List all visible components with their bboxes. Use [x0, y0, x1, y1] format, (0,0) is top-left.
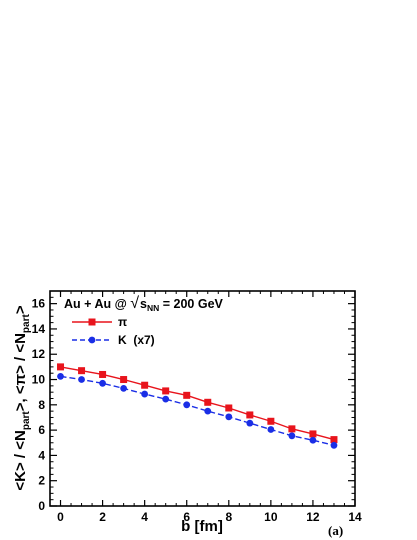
series-0-point [162, 387, 170, 395]
y-tick-label: 6 [38, 423, 45, 437]
y-tick-label: 10 [32, 373, 46, 387]
legend-title: Au + Au @ √sNN = 200 GeV [64, 295, 224, 313]
legend-item-k: K (x7) [72, 333, 155, 347]
series-0-point [57, 363, 65, 371]
ticks: 0 2 4 6 8 10 12 14 0 2 4 6 8 10 12 14 16 [32, 291, 362, 524]
series-1-point [162, 395, 170, 403]
y-tick-label: 4 [38, 448, 45, 462]
panel-label: (a) [328, 523, 343, 538]
series-1-point [78, 376, 85, 383]
y-axis-title: <K> / <Npart>, <π> / <Npart> [12, 305, 32, 490]
plot-frame [49, 290, 356, 507]
x-axis-title: b [fm] [181, 518, 223, 535]
series-line-0 [60, 366, 335, 441]
x-tick-label: 4 [141, 510, 148, 524]
y-tick-label: 2 [38, 474, 45, 488]
y-tick-label: 12 [32, 347, 46, 361]
legend-item-pi: π [72, 315, 127, 329]
x-tick-label: 10 [264, 510, 278, 524]
y-tick-label: 0 [38, 499, 45, 513]
y-tick-label: 16 [32, 297, 46, 311]
series-line-1 [60, 375, 335, 446]
x-tick-label: 0 [57, 510, 64, 524]
series-1-point [309, 436, 317, 444]
legend-k-label: K (x7) [118, 333, 155, 347]
series-1-point [141, 390, 149, 398]
series-0-point [330, 436, 338, 444]
x-tick-label: 14 [348, 510, 362, 524]
series-0-point [267, 417, 275, 425]
legend-pi-marker [88, 318, 96, 326]
series-0-point [99, 370, 107, 378]
series-1-point [204, 407, 212, 415]
series-1-point [246, 419, 254, 427]
series-1-point [183, 401, 191, 409]
series-0-point [309, 430, 317, 438]
legend-k-marker [88, 336, 96, 344]
series-0-point [225, 404, 233, 412]
series-0-point [204, 398, 212, 406]
series-0-point [183, 391, 191, 399]
series-1-point [99, 379, 106, 387]
series-0-point [78, 367, 86, 375]
x-tick-label: 6 [183, 510, 190, 524]
series-1-point [288, 432, 296, 440]
x-tick-label: 2 [99, 510, 106, 524]
series-1-point [225, 413, 233, 421]
series-0-point [288, 425, 296, 433]
y-tick-label: 14 [32, 322, 46, 336]
series-group [57, 363, 338, 449]
series-0-point [141, 381, 149, 389]
series-1-point [330, 441, 338, 449]
series-1-point [267, 426, 275, 433]
series-0-point [120, 376, 128, 384]
series-0-point [246, 411, 254, 419]
x-tick-label: 8 [225, 510, 232, 524]
y-tick-label: 8 [38, 398, 45, 412]
series-1-point [120, 384, 128, 392]
series-1-point [57, 372, 64, 380]
x-tick-label: 12 [306, 510, 320, 524]
legend-pi-label: π [118, 315, 127, 329]
